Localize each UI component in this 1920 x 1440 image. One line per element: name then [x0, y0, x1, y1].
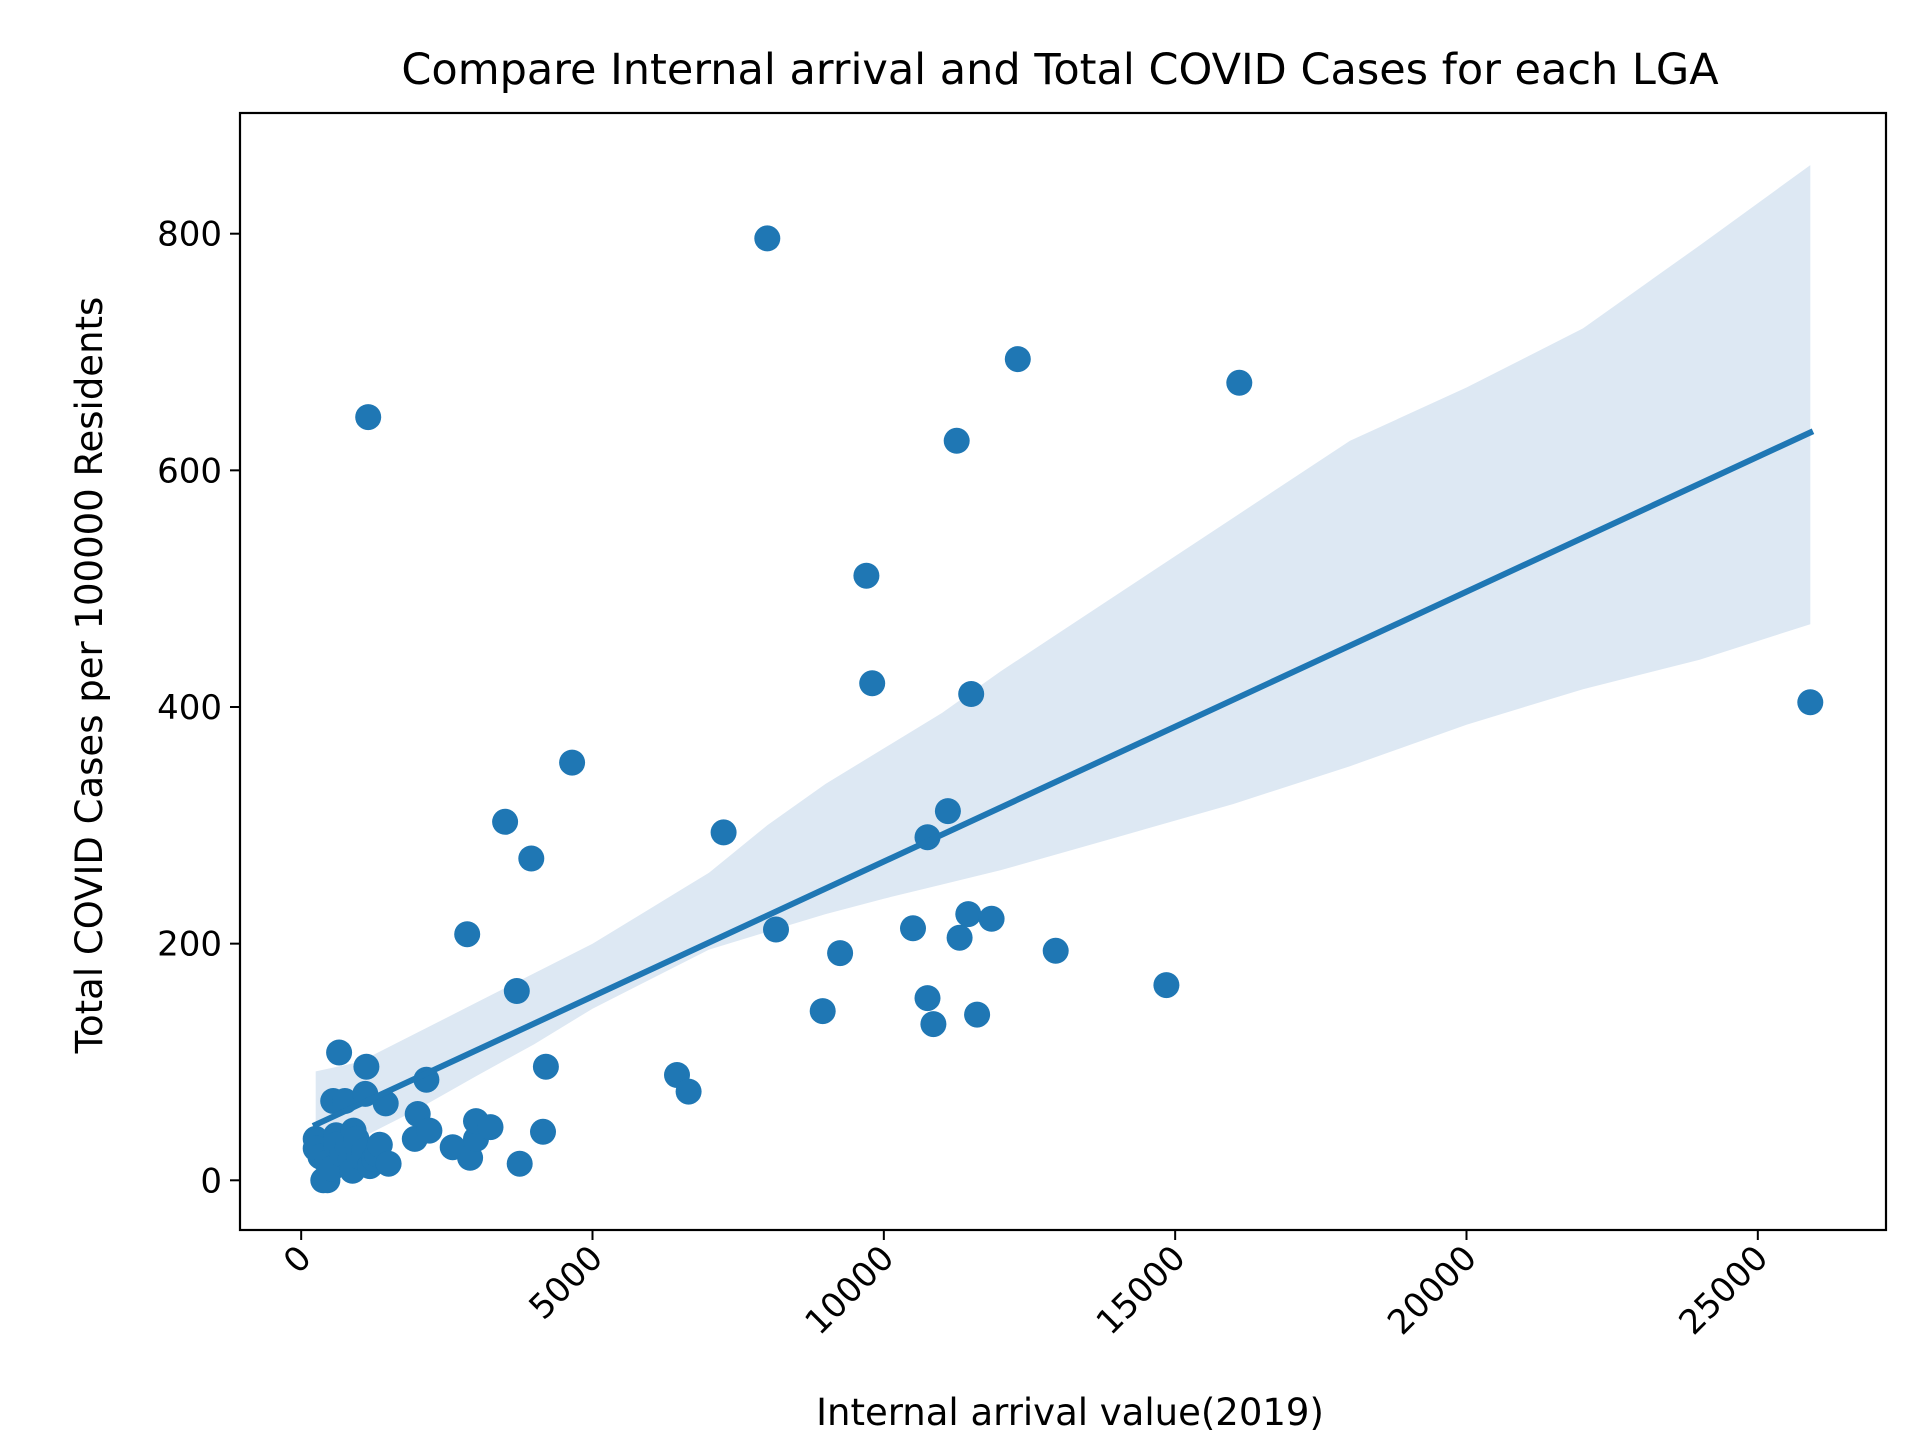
x-tick-label: 10000 — [797, 1238, 902, 1343]
data-point — [946, 924, 973, 951]
data-point — [943, 427, 970, 454]
data-point — [518, 845, 545, 872]
data-point — [559, 749, 586, 776]
confidence-band — [315, 165, 1811, 1167]
data-point — [454, 921, 481, 948]
y-tick-label: 600 — [157, 451, 222, 491]
x-tick-label: 0 — [276, 1238, 320, 1282]
data-point — [920, 1011, 947, 1038]
chart-title: Compare Internal arrival and Total COVID… — [401, 45, 1719, 95]
data-point — [964, 1001, 991, 1028]
data-point — [492, 808, 519, 835]
x-tick-label: 25000 — [1671, 1238, 1776, 1343]
data-point — [1797, 689, 1824, 716]
data-point — [1004, 346, 1031, 373]
data-point — [375, 1150, 402, 1177]
y-tick-label: 200 — [157, 925, 222, 965]
y-tick-label: 800 — [157, 215, 222, 255]
y-tick-label: 400 — [157, 688, 222, 728]
data-point — [914, 985, 941, 1012]
data-point — [530, 1118, 556, 1145]
data-point — [763, 916, 789, 943]
data-point — [978, 905, 1005, 932]
data-point — [1042, 937, 1069, 964]
data-point — [353, 1053, 380, 1080]
data-point — [1153, 972, 1180, 999]
y-tick-label: 0 — [200, 1161, 222, 1201]
plot-area: 0 200 400 600 800 0 5000 10000 15000 20000 25000 — [157, 111, 1888, 1343]
axes-frame — [238, 111, 1888, 1232]
x-tick-label: 5000 — [521, 1238, 610, 1327]
data-point — [900, 915, 926, 942]
data-point — [503, 978, 530, 1004]
data-point — [675, 1078, 702, 1105]
data-point — [809, 998, 836, 1025]
data-point — [859, 670, 886, 697]
data-point — [934, 798, 961, 825]
data-point — [506, 1150, 533, 1177]
data-point — [1226, 369, 1253, 396]
data-point — [853, 562, 880, 589]
regression-line — [311, 428, 1815, 1129]
x-tick-label: 20000 — [1380, 1238, 1485, 1343]
data-point — [477, 1114, 504, 1141]
data-point — [827, 940, 854, 967]
x-tick-label: 15000 — [1089, 1238, 1194, 1343]
data-point — [955, 901, 982, 928]
data-point — [416, 1117, 443, 1144]
y-axis-label: Total COVID Cases per 100000 Residents — [68, 297, 111, 1055]
x-axis-label: Internal arrival value(2019) — [816, 1391, 1324, 1434]
data-point — [532, 1053, 559, 1080]
data-point — [754, 225, 781, 252]
data-point — [355, 404, 382, 431]
data-point — [958, 681, 985, 707]
data-point — [710, 819, 737, 846]
data-point — [326, 1039, 353, 1066]
